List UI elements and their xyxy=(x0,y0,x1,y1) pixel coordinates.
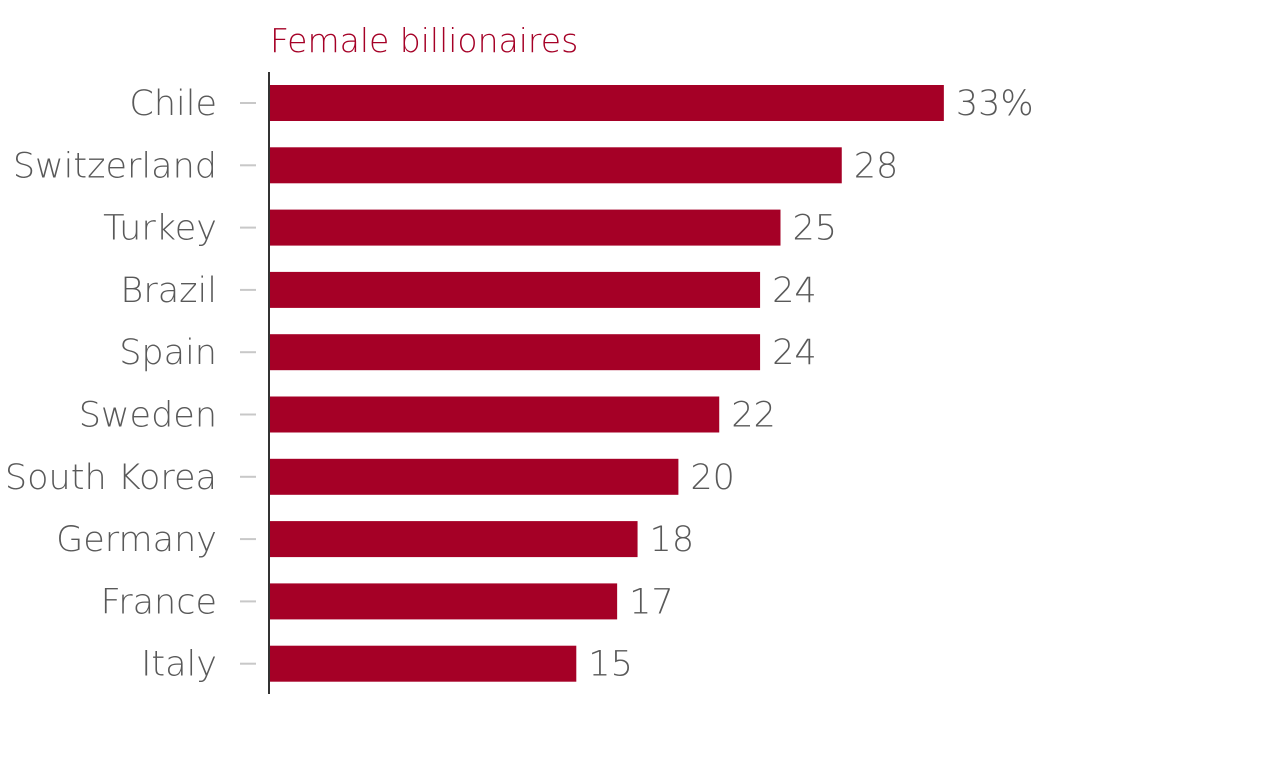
value-label: 24 xyxy=(772,271,817,311)
category-label: France xyxy=(101,582,217,622)
category-label: Turkey xyxy=(103,209,217,249)
category-label: Brazil xyxy=(120,271,217,311)
value-label: 18 xyxy=(650,520,695,560)
value-label: 17 xyxy=(629,582,674,622)
value-label: 22 xyxy=(731,396,776,436)
value-label: 20 xyxy=(690,458,735,498)
bar xyxy=(270,521,638,558)
bar xyxy=(270,271,761,308)
category-label: Switzerland xyxy=(13,146,217,186)
bar xyxy=(270,334,761,371)
category-label: Germany xyxy=(56,520,217,560)
category-label: South Korea xyxy=(5,458,217,498)
category-label: Spain xyxy=(119,333,217,373)
bar xyxy=(270,396,720,433)
bar xyxy=(270,583,618,620)
bar xyxy=(270,85,944,121)
bar xyxy=(270,209,781,246)
chart-marks: Chile 33% Switzerland 28 Turkey 25 Brazil 24 Spa… xyxy=(5,84,1034,685)
bar xyxy=(270,147,842,184)
category-label: Chile xyxy=(129,84,217,124)
category-label: Sweden xyxy=(79,396,217,436)
bar xyxy=(270,645,577,682)
value-label: 28 xyxy=(854,146,899,186)
category-label: Italy xyxy=(141,645,217,685)
chart-title: Female billionaires xyxy=(270,21,578,60)
value-label: 25 xyxy=(793,209,838,249)
bar xyxy=(270,458,679,495)
value-label: 33% xyxy=(956,84,1034,124)
value-label: 24 xyxy=(772,333,817,373)
value-label: 15 xyxy=(588,645,633,685)
